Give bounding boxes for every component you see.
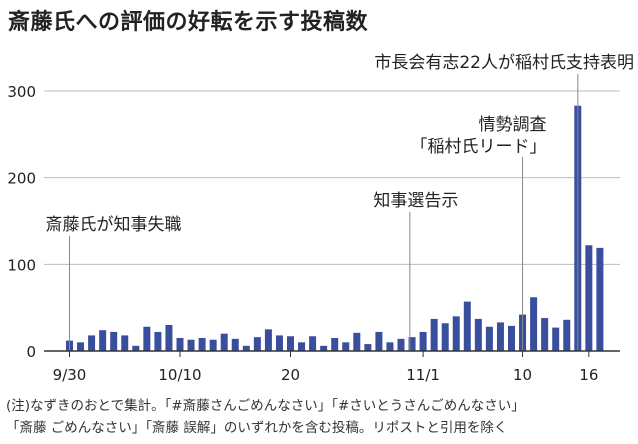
y-tick-label: 0 (26, 343, 36, 361)
bar-10/1 (77, 342, 85, 351)
bar-10/18 (264, 329, 272, 351)
annotations: 斎藤氏が知事失職 知事選告示 情勢調査「稲村氏リード」 市長会有志22人が稲村氏支持表… (46, 53, 634, 351)
bar-11/13 (552, 327, 560, 351)
x-tick-label: 11/1 (406, 366, 440, 384)
bar-10/12 (198, 338, 206, 351)
annotation-label: 知事選告示 (373, 191, 458, 211)
bar-10/14 (220, 333, 228, 351)
bar-10/15 (231, 338, 239, 351)
bar-10/7 (143, 326, 151, 351)
x-tick-label: 16 (579, 366, 598, 384)
bar-11/6 (474, 318, 482, 351)
bar-10/28 (375, 331, 383, 351)
gridlines (44, 90, 620, 265)
bar-10/30 (397, 338, 405, 351)
bar-11/11 (530, 297, 538, 351)
x-tick-label: 10/10 (158, 366, 201, 384)
bar-10/2 (88, 335, 96, 351)
bar-10/23 (320, 345, 328, 351)
bar-10/9 (165, 325, 173, 351)
bar-11/14 (563, 319, 571, 351)
x-tick-label: 10 (513, 366, 532, 384)
annotation-label: 「稲村氏リード」 (411, 137, 547, 157)
bar-10/8 (154, 331, 162, 351)
bar-10/5 (121, 335, 129, 351)
y-tick-label: 300 (7, 83, 36, 101)
bar-10/22 (309, 336, 317, 351)
bar-10/13 (209, 339, 217, 351)
y-tick-label: 200 (7, 170, 36, 188)
bar-10/11 (187, 339, 195, 351)
bar-11/9 (508, 325, 515, 351)
bar-10/26 (353, 332, 361, 351)
bar-11/3 (441, 323, 449, 351)
bar-11/7 (485, 326, 493, 351)
bar-10/21 (298, 342, 306, 351)
bar-11/16 (585, 245, 593, 351)
bar-11/5 (463, 301, 471, 351)
bar-11/17 (596, 247, 604, 351)
bar-10/20 (287, 336, 294, 351)
footnote-line-1: (注)なずきのおとで集計。「#斎藤さんごめんなさい」「#さいとうさんごめんなさい… (6, 398, 525, 414)
footnote-line-2: 「斎藤 ごめんなさい」「斎藤 誤解」のいずれかを含む投稿。リポストと引用を除く (6, 420, 508, 436)
bar-10/31 (408, 337, 416, 351)
x-tick-label: 20 (281, 366, 300, 384)
bar-11/1 (419, 331, 427, 351)
x-axis: 9/30 10/10 20 11/1 10 16 (44, 350, 620, 384)
bar-10/29 (386, 342, 394, 351)
bar-11/4 (452, 316, 460, 351)
bar-10/25 (342, 342, 350, 351)
annotation-label: 斎藤氏が知事失職 (46, 215, 182, 235)
bar-10/10 (176, 338, 184, 351)
annotation-label: 市長会有志22人が稲村氏支持表明 (374, 53, 634, 73)
bar-10/19 (275, 335, 283, 351)
y-tick-label: 100 (7, 256, 36, 274)
bar-10/27 (364, 344, 372, 351)
bar-10/24 (331, 338, 339, 351)
bar-10/4 (110, 331, 118, 351)
bar-10/17 (253, 337, 261, 351)
chart-title: 斎藤氏への評価の好転を示す投稿数 (8, 10, 369, 35)
bar-10/3 (99, 330, 107, 351)
bar-11/8 (496, 322, 504, 351)
bar-11/12 (541, 318, 549, 351)
bar-10/16 (242, 345, 250, 351)
bar-10/6 (132, 345, 140, 351)
annotation-label: 情勢調査 (479, 115, 547, 135)
x-tick-label: 9/30 (53, 366, 87, 384)
bar-11/2 (430, 318, 438, 351)
bar-chart: 0 100 200 300 斎藤氏が知事失職 知事選告示 情勢調査「稲村氏リード」 市長会有… (7, 53, 634, 384)
y-axis-tick-labels: 0 100 200 300 (7, 83, 36, 361)
